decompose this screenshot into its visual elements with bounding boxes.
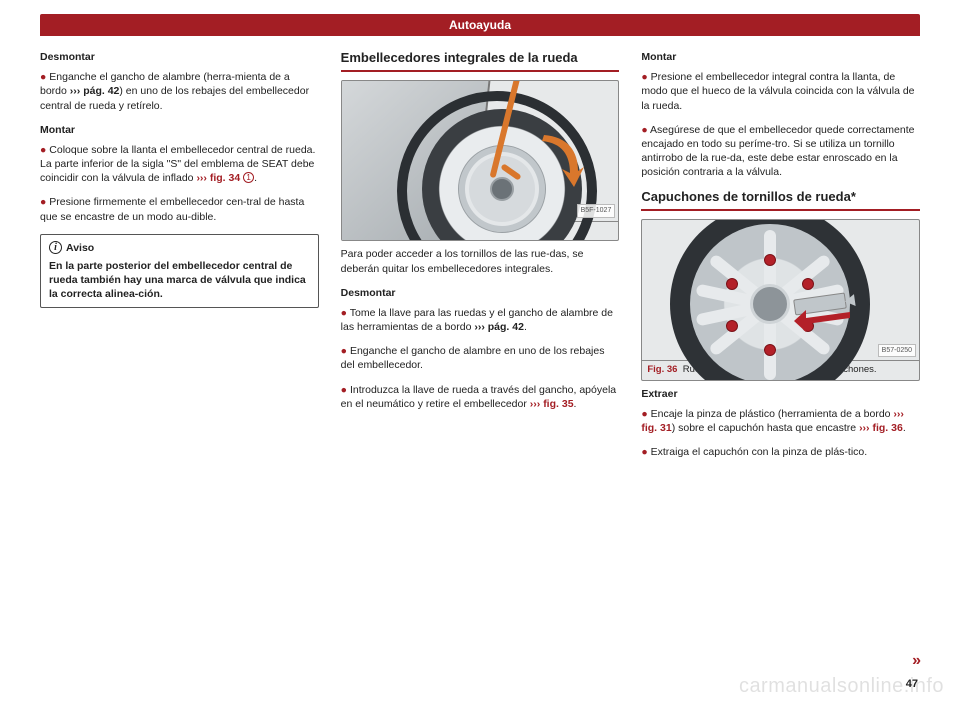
aviso-body: En la parte posterior del embellecedor c… — [49, 259, 310, 302]
bullet-icon: ● — [341, 384, 347, 396]
col2-p3: ● Introduzca la llave de rueda a través … — [341, 383, 620, 411]
arrow-icon — [794, 310, 854, 336]
text: . — [524, 321, 527, 333]
column-3: Montar ● Presione el embellecedor integr… — [641, 50, 920, 469]
text: Presione firmemente el embellecedor cen-… — [40, 196, 304, 222]
header-band: Autoayuda — [40, 14, 920, 36]
col1-desmontar-head: Desmontar — [40, 50, 319, 64]
bullet-icon: ● — [40, 144, 46, 156]
xref-fig-35: ››› fig. 35 — [530, 398, 574, 410]
column-1: Desmontar ● Enganche el gancho de alambr… — [40, 50, 319, 469]
col1-p2: ● Coloque sobre la llanta el embellecedo… — [40, 143, 319, 186]
text: Asegúrese de que el embellecedor quede c… — [641, 124, 914, 179]
content-area: Autoayuda Desmontar ● Enganche el gancho… — [0, 0, 960, 477]
text: . — [903, 422, 906, 434]
col2-section-title: Embellecedores integrales de la rueda — [341, 50, 620, 72]
header-title: Autoayuda — [449, 18, 511, 32]
col2-intro: Para poder acceder a los tornillos de la… — [341, 247, 620, 275]
col1-p3: ● Presione firmemente el embellecedor ce… — [40, 195, 319, 223]
text: Extraiga el capuchón con la pinza de plá… — [651, 446, 868, 458]
col3-p4: ● Extraiga el capuchón con la pinza de p… — [641, 445, 920, 459]
figure-36: B57-0250 Fig. 36 Rueda: tornillos de la … — [641, 219, 920, 381]
text: . — [574, 398, 577, 410]
xref-fig-36: ››› fig. 36 — [859, 422, 903, 434]
column-2: Embellecedores integrales de la rueda — [341, 50, 620, 469]
figure-35-image: B5F-1027 — [342, 81, 619, 221]
text: Enganche el gancho de alambre en uno de … — [341, 345, 605, 371]
col2-desmontar-head: Desmontar — [341, 286, 620, 300]
page: Autoayuda Desmontar ● Enganche el gancho… — [0, 0, 960, 708]
xref-page-42: ››› pág. 42 — [70, 85, 120, 97]
col3-p1: ● Presione el embellecedor integral cont… — [641, 70, 920, 113]
text: ) sobre el capuchón hasta que encastre — [672, 422, 859, 434]
bullet-icon: ● — [40, 71, 46, 83]
col1-montar-head: Montar — [40, 123, 319, 137]
bullet-icon: ● — [641, 71, 647, 83]
figure-36-image: B57-0250 — [642, 220, 919, 360]
circled-number-icon: 1 — [243, 172, 254, 183]
figure-36-tag: B57-0250 — [878, 344, 916, 357]
xref-page-42: ››› pág. 42 — [474, 321, 524, 333]
text: Encaje la pinza de plástico (herramienta… — [651, 408, 894, 420]
text: . — [254, 172, 257, 184]
col3-section-title: Capuchones de tornillos de rueda* — [641, 189, 920, 211]
arrow-icon — [538, 131, 584, 195]
watermark: carmanualsonline.info — [739, 675, 944, 698]
col3-montar-head: Montar — [641, 50, 920, 64]
col3-p3: ● Encaje la pinza de plástico (herramien… — [641, 407, 920, 435]
continuation-icon: » — [912, 652, 918, 670]
bullet-icon: ● — [40, 196, 46, 208]
aviso-title-row: i Aviso — [49, 241, 310, 255]
col1-p1: ● Enganche el gancho de alambre (herra-m… — [40, 70, 319, 113]
bullet-icon: ● — [341, 307, 347, 319]
col2-p1: ● Tome la llave para las ruedas y el gan… — [341, 306, 620, 334]
figure-35-tag: B5F-1027 — [577, 204, 616, 217]
col2-p2: ● Enganche el gancho de alambre en uno d… — [341, 344, 620, 372]
col3-p2: ● Asegúrese de que el embellecedor quede… — [641, 123, 920, 180]
text: Presione el embellecedor integral contra… — [641, 71, 914, 111]
aviso-title: Aviso — [66, 241, 94, 255]
figure-36-num: Fig. 36 — [647, 364, 677, 375]
bullet-icon: ● — [341, 345, 347, 357]
bullet-icon: ● — [641, 408, 647, 420]
bullet-icon: ● — [641, 124, 647, 136]
bullet-icon: ● — [641, 446, 647, 458]
columns: Desmontar ● Enganche el gancho de alambr… — [40, 50, 920, 469]
xref-fig-34: ››› fig. 34 — [196, 172, 240, 184]
text: Coloque sobre la llanta el embellecedor … — [40, 144, 315, 184]
figure-35: B5F-1027 Fig. 35 Retirar el embellecedor… — [341, 80, 620, 242]
col3-extraer-head: Extraer — [641, 387, 920, 401]
info-icon: i — [49, 241, 62, 254]
aviso-box: i Aviso En la parte posterior del embell… — [40, 234, 319, 309]
